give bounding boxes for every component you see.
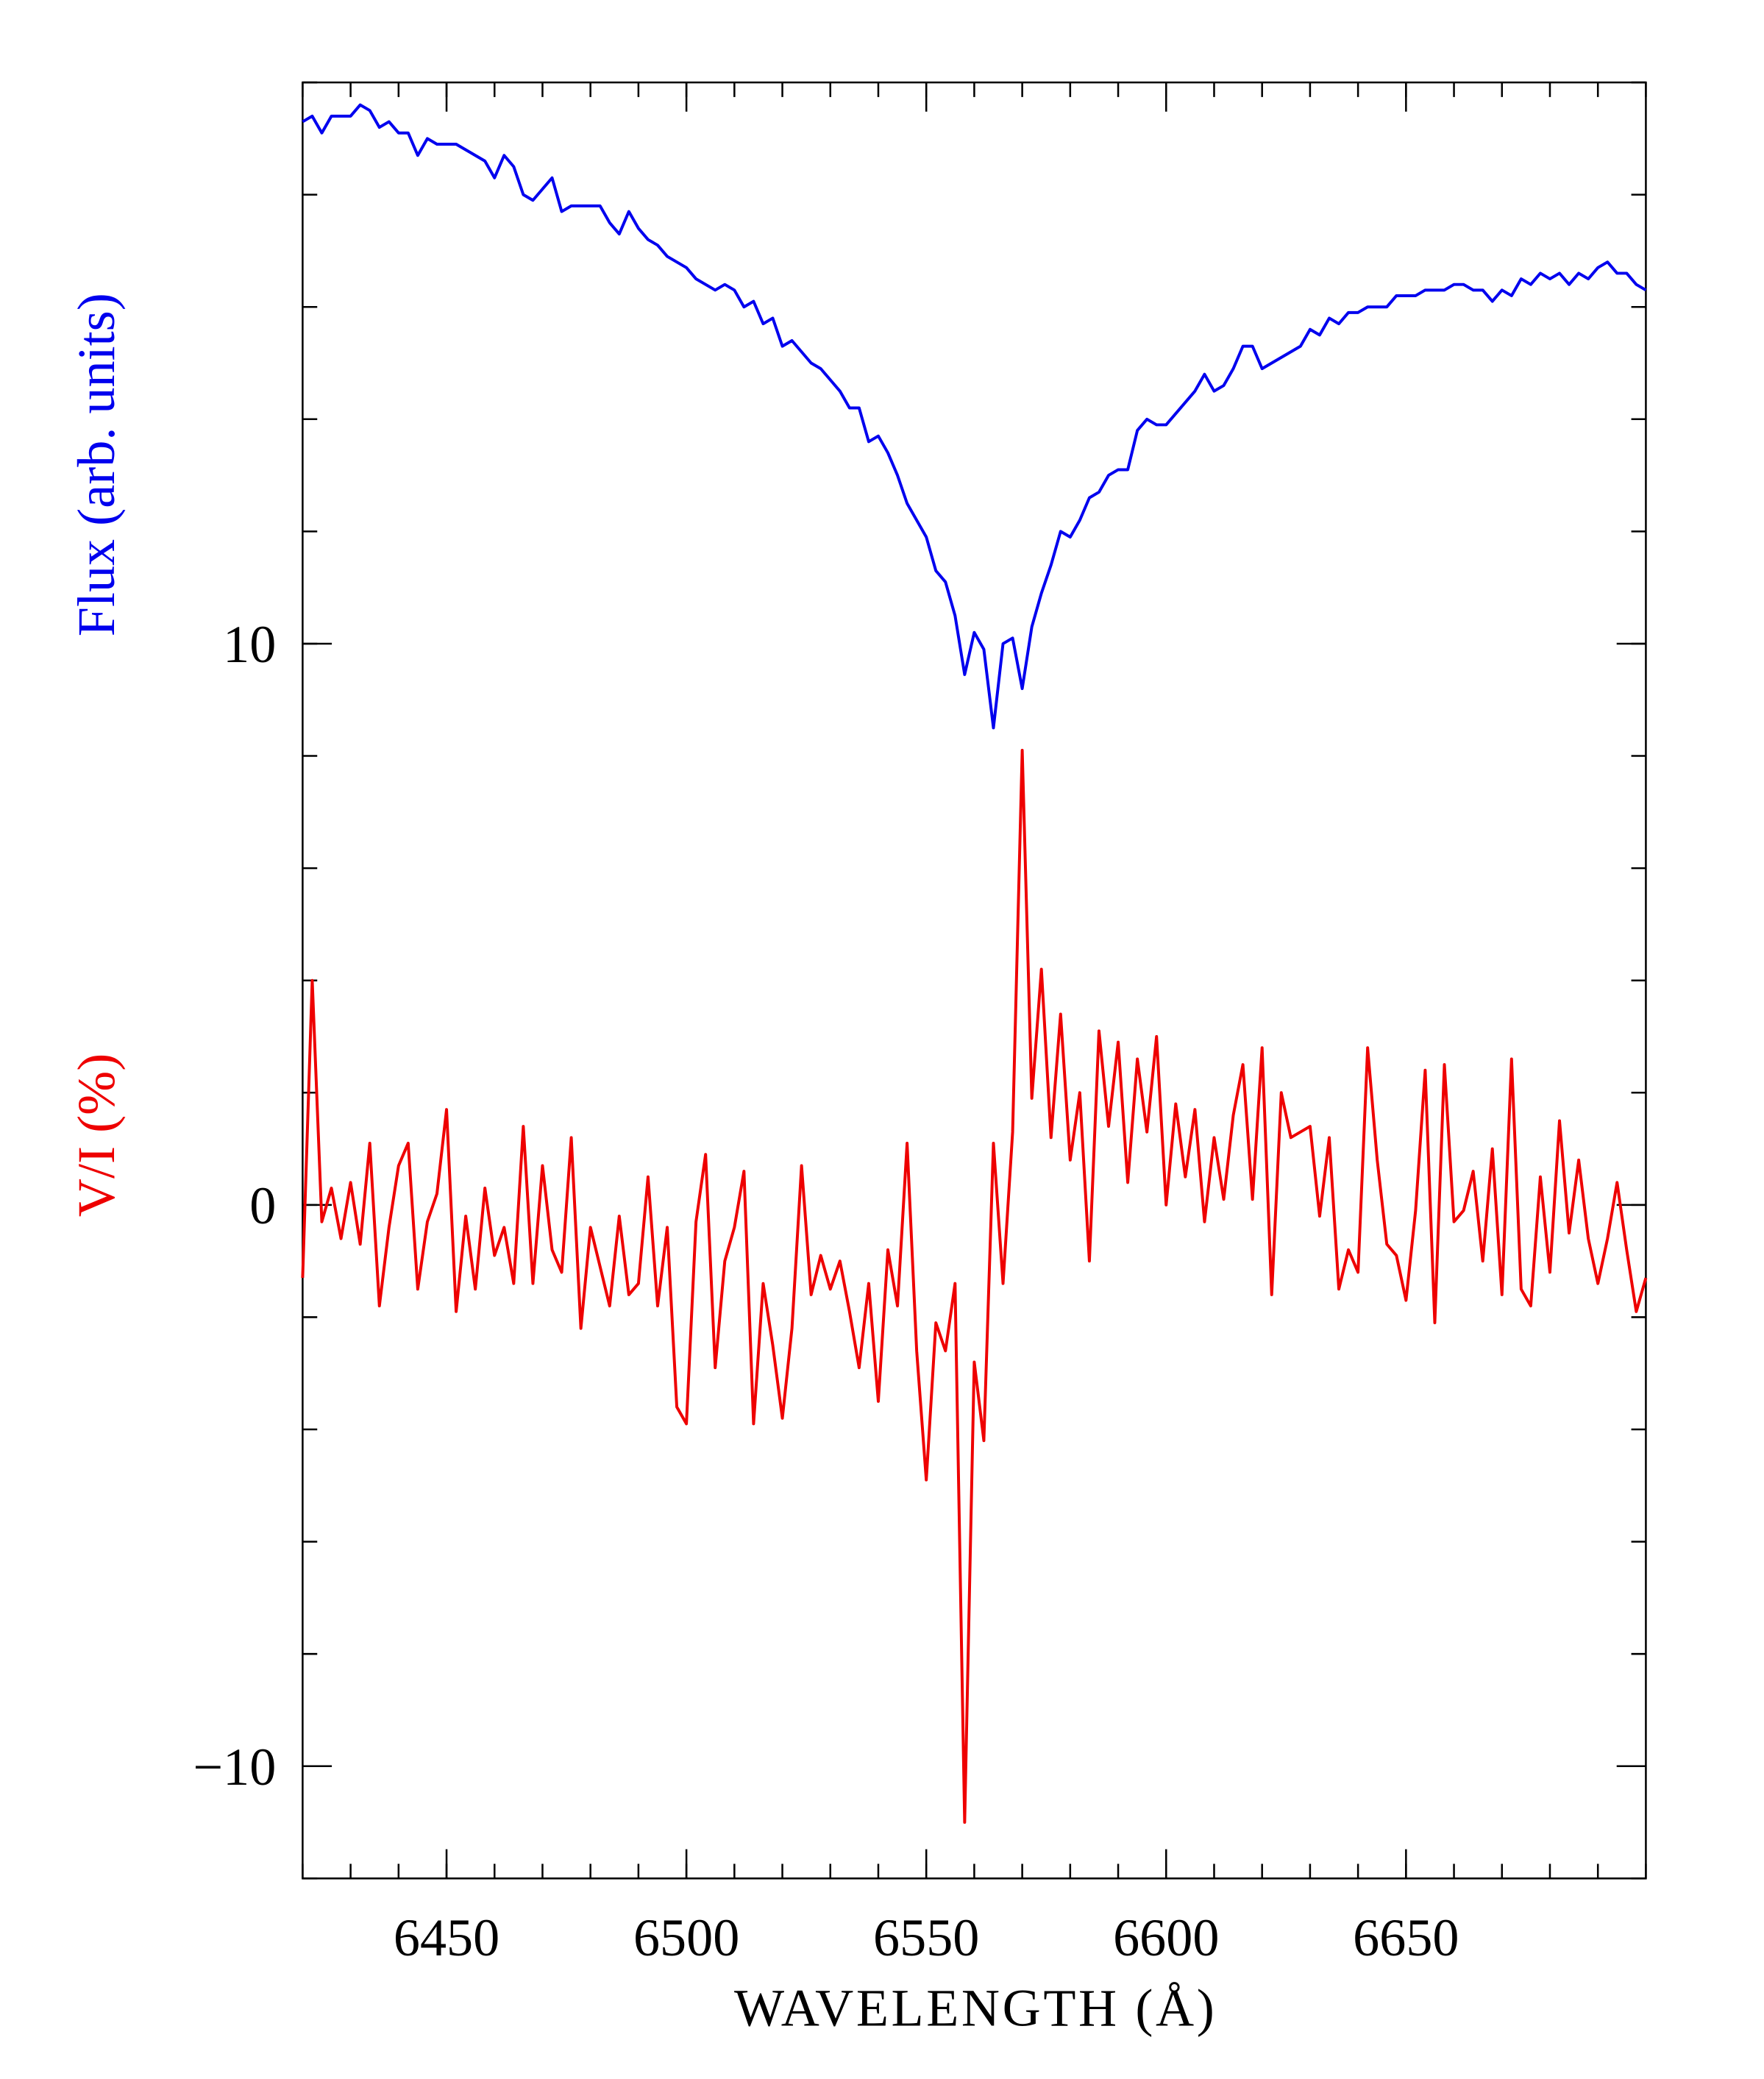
y-tick-label: 10 [223,615,276,674]
x-tick-label: 6650 [1353,1908,1459,1967]
x-tick-label: 6450 [394,1908,499,1967]
series-line [302,103,1647,730]
y-tick-label: 0 [249,1176,276,1235]
x-axis-label: WAVELENGTH (Å) [734,1979,1217,2038]
y-axis-label: Flux (arb. units) [67,293,126,636]
series-line [301,748,1648,1824]
y-tick-label: −10 [193,1738,276,1797]
x-tick-label: 6600 [1113,1908,1219,1967]
x-tick-label: 6550 [873,1908,979,1967]
y-axis-label: V/I (%) [67,1053,126,1217]
plot-frame [302,81,1647,1880]
x-tick-label: 6500 [633,1908,739,1967]
